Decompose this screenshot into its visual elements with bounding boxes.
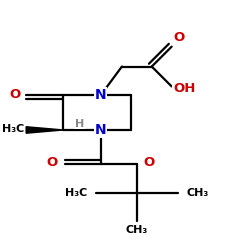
Text: H₃C: H₃C [2, 124, 24, 134]
Text: O: O [144, 156, 155, 169]
Polygon shape [26, 127, 64, 133]
Text: N: N [95, 88, 106, 102]
Text: O: O [47, 156, 58, 169]
Text: H₃C: H₃C [65, 188, 87, 198]
Text: O: O [9, 88, 20, 101]
Text: H: H [75, 119, 84, 129]
Text: N: N [95, 123, 106, 137]
Text: CH₃: CH₃ [126, 225, 148, 235]
Text: O: O [174, 32, 185, 44]
Text: OH: OH [173, 82, 195, 95]
Text: CH₃: CH₃ [187, 188, 209, 198]
